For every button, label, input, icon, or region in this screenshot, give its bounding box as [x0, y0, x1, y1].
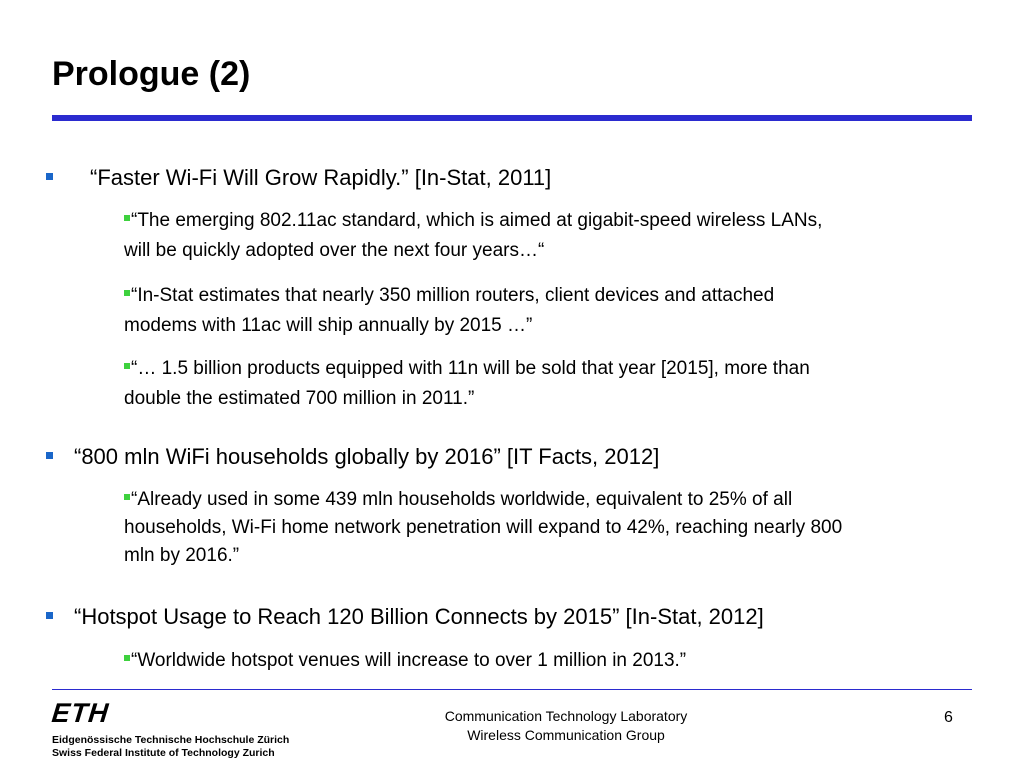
bullet-text: “Faster Wi-Fi Will Grow Rapidly.” [In-St… [90, 165, 552, 190]
sub-bullet-line: “Worldwide hotspot venues will increase … [131, 650, 687, 671]
eth-logo-line: Swiss Federal Institute of Technology Zu… [52, 747, 275, 759]
page-number: 6 [944, 709, 953, 726]
footer-group-name: Wireless Communication Group [467, 727, 665, 743]
eth-logo-line: Eidgenössische Technische Hochschule Zür… [52, 734, 290, 746]
sub-bullet-item: “In-Stat estimates that nearly 350 milli… [124, 281, 774, 341]
sub-bullet-item: “… 1.5 billion products equipped with 11… [124, 354, 810, 414]
sub-bullet-marker [124, 215, 130, 221]
eth-logo-wordmark: ETH [50, 698, 111, 728]
sub-bullet-line: “The emerging 802.11ac standard, which i… [131, 210, 823, 231]
sub-bullet-line: will be quickly adopted over the next fo… [124, 240, 545, 261]
sub-bullet-line: households, Wi-Fi home network penetrati… [124, 517, 843, 538]
footer-lab-name: Communication Technology Laboratory [444, 708, 688, 724]
title-divider [52, 115, 972, 121]
sub-bullet-marker [124, 655, 130, 661]
sub-bullet-line: double the estimated 700 million in 2011… [124, 388, 475, 409]
sub-bullet-item: “Worldwide hotspot venues will increase … [124, 646, 686, 676]
bullet-marker [46, 452, 53, 459]
bullet-text: “Hotspot Usage to Reach 120 Billion Conn… [74, 604, 764, 629]
eth-logo: ETH Eidgenössische Technische Hochschule… [50, 698, 290, 760]
sub-bullet-line: mln by 2016.” [124, 545, 240, 566]
bullet-marker [46, 612, 53, 619]
sub-bullet-line: “… 1.5 billion products equipped with 11… [131, 358, 810, 379]
bullet-marker [46, 173, 53, 180]
sub-bullet-line: “In-Stat estimates that nearly 350 milli… [131, 285, 775, 306]
footer-center-text: Communication Technology Laboratory Wire… [366, 707, 766, 745]
sub-bullet-item: “Already used in some 439 mln households… [124, 486, 842, 570]
sub-bullet-marker [124, 290, 130, 296]
sub-bullet-line: modems with 11ac will ship annually by 2… [124, 315, 533, 336]
sub-bullet-item: “The emerging 802.11ac standard, which i… [124, 206, 822, 266]
sub-bullet-line: “Already used in some 439 mln households… [131, 489, 793, 510]
sub-bullet-marker [124, 494, 130, 500]
bullet-text: “800 mln WiFi households globally by 201… [74, 444, 660, 469]
footer-divider [52, 689, 972, 690]
sub-bullet-marker [124, 363, 130, 369]
slide-title: Prologue (2) [52, 55, 251, 93]
